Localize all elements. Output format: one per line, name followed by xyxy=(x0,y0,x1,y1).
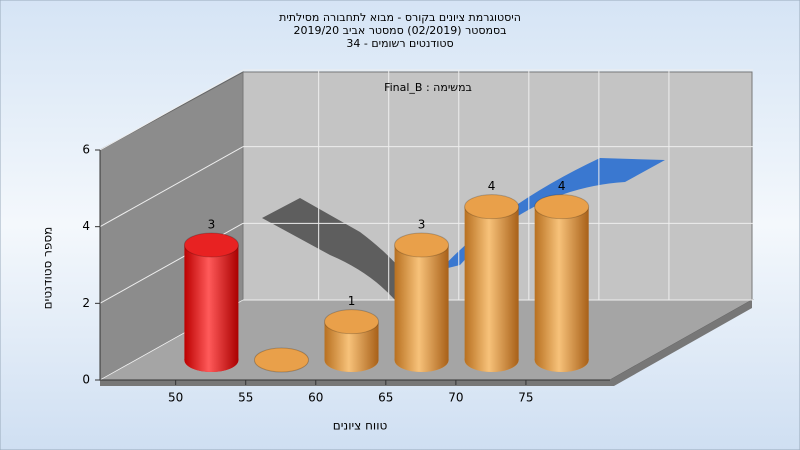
x-tick-label: 65 xyxy=(378,391,393,405)
chart-title: היסטוגרמת ציונים בקורס - מבוא לתחבורה מס… xyxy=(279,11,521,24)
grid-line xyxy=(99,69,244,151)
bar-top xyxy=(464,194,520,220)
y-tick-label: 4 xyxy=(82,219,90,233)
annotation: Final_B : במשימה xyxy=(384,81,472,94)
bar-top xyxy=(534,194,590,220)
chart-subtitle: סטודנטים רשומים - 34 xyxy=(346,37,453,50)
y-tick-label: 2 xyxy=(82,296,90,310)
bar-top xyxy=(253,347,309,373)
bar-base xyxy=(324,348,379,372)
curve-ribbon xyxy=(440,158,665,270)
bar xyxy=(184,245,239,360)
data-label: 3 xyxy=(208,218,216,232)
bar xyxy=(394,245,449,360)
data-label: 1 xyxy=(348,294,356,308)
data-label: 4 xyxy=(488,179,496,193)
data-label: 3 xyxy=(418,218,426,232)
x-tick-label: 50 xyxy=(168,391,183,405)
y-tick-label: 6 xyxy=(82,143,90,157)
bar-base xyxy=(464,348,519,372)
y-axis-label: מספר סטודנטים xyxy=(41,227,55,310)
y-tick-label: 0 xyxy=(82,373,90,387)
x-tick-label: 75 xyxy=(518,391,533,405)
bars: 3 1 3 4 4 xyxy=(183,179,590,373)
bar-base xyxy=(394,348,449,372)
bar xyxy=(464,206,519,360)
x-tick-label: 55 xyxy=(238,391,253,405)
bar-top xyxy=(183,232,239,258)
bar-top xyxy=(324,309,380,335)
grid-line xyxy=(99,146,244,228)
x-tick-label: 70 xyxy=(448,391,463,405)
bar xyxy=(534,206,589,360)
bar-base xyxy=(534,348,589,372)
bar-base xyxy=(184,348,239,372)
x-tick-label: 60 xyxy=(308,391,323,405)
chart-subtitle: בסמסטר (02/2019) סמסטר אביב 2019/20 xyxy=(293,24,506,37)
bar-top xyxy=(394,232,450,258)
x-axis-label: טווח ציונים xyxy=(333,419,388,433)
data-label: 4 xyxy=(558,179,566,193)
